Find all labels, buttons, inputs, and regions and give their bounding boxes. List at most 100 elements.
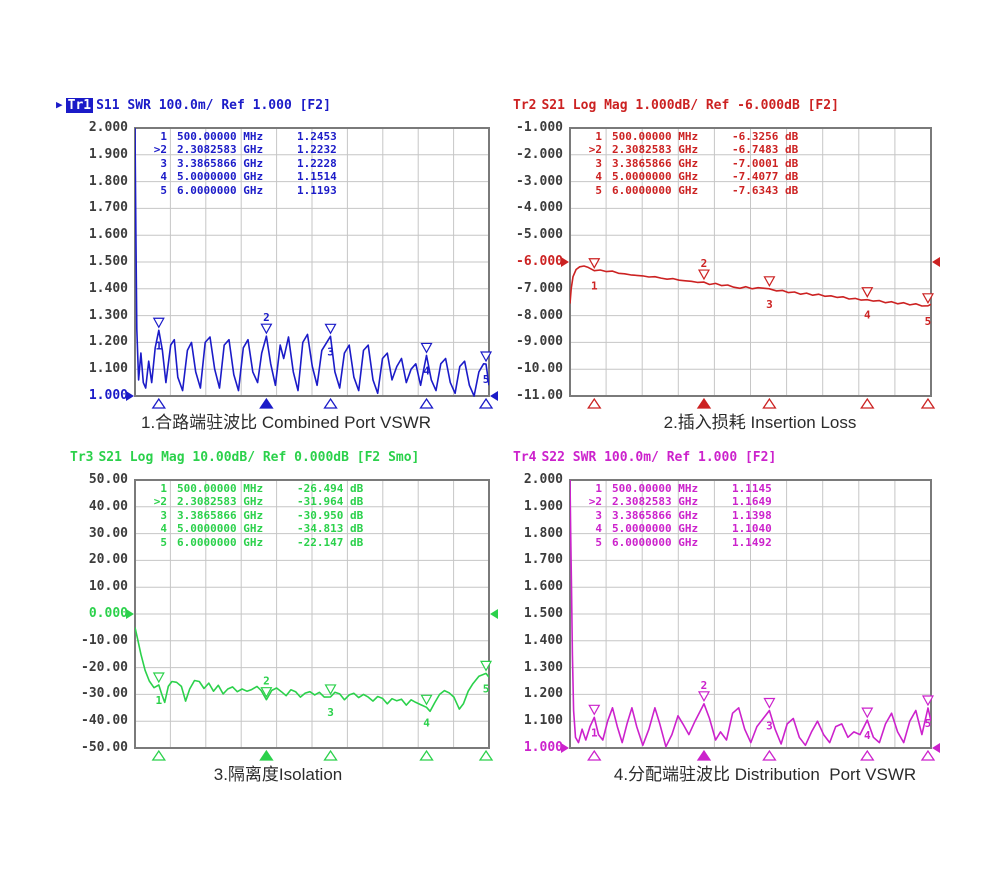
marker-number: 4 [864, 729, 871, 742]
marker-table-row: 1 500.00000 MHz -26.494 dB [141, 482, 363, 495]
marker-table-value: -22.147 dB [297, 535, 364, 549]
trace3-params: S21 Log Mag 10.00dB/ Ref 0.000dB [F2 Smo… [98, 449, 420, 465]
trace2-marker-table: 1 500.00000 MHz -6.3256 dB >2 2.3082583 GHz -… [576, 130, 798, 197]
y-tick-label: 1.100 [88, 361, 128, 377]
trace4-tag: Tr4 [513, 449, 537, 465]
ref-level-right-pointer-icon [490, 609, 498, 619]
marker-table-row: 5 6.0000000 GHz -22.147 dB [141, 536, 363, 549]
trace-line [135, 127, 489, 397]
marker-axis-tick-icon [587, 749, 602, 761]
y-tick-label: 1.800 [523, 525, 563, 541]
marker-axis-tick-icon [587, 397, 602, 409]
marker-table-row: 5 6.0000000 GHz 1.1492 [576, 535, 772, 549]
marker-table-number: >2 [153, 495, 167, 509]
marker-axis-tick-icon [920, 397, 936, 409]
trace-line [135, 627, 489, 713]
marker-symbol-icon [152, 317, 165, 329]
y-tick-label: 1.100 [523, 713, 563, 729]
marker-table-row: 4 5.0000000 GHz -34.813 dB [141, 522, 363, 535]
marker-number: 1 [591, 280, 598, 293]
trace4-marker-table: 1 500.00000 MHz 1.1145 >2 2.3082583 GHz 1.164… [576, 482, 772, 549]
marker-table-row: 1 500.00000 MHz -6.3256 dB [576, 130, 798, 143]
marker-axis-tick-icon [419, 397, 434, 409]
marker-number: 2 [263, 675, 270, 688]
marker-table-row: 4 5.0000000 GHz 1.1514 [141, 170, 336, 183]
trace2-tag: Tr2 [513, 97, 537, 113]
marker-number: 3 [766, 720, 773, 733]
trace-line [570, 265, 931, 307]
marker-table-row: 3 3.3865866 GHz 1.1398 [576, 508, 771, 522]
marker-axis-tick-icon [920, 749, 936, 761]
y-tick-label: 1.000 [523, 740, 563, 755]
y-tick-label: 1.800 [88, 173, 128, 189]
marker-table-frequency: 6.0000000 GHz [612, 535, 699, 549]
trace1-title: ▶ Tr1 S11 SWR 100.0m/ Ref 1.000 [F2] [56, 97, 331, 113]
ref-level-right-pointer-icon [932, 743, 940, 753]
marker-number: 2 [701, 257, 708, 270]
y-tick-label: -40.00 [81, 713, 128, 729]
marker-table-value: 1.1040 [732, 522, 772, 536]
marker-table-value: -6.3256 dB [732, 130, 799, 143]
marker-symbol-icon [588, 258, 601, 269]
marker-table-number: >2 [153, 143, 167, 157]
marker-table-row: >2 2.3082583 GHz 1.2232 [141, 143, 337, 156]
marker-number: 5 [483, 373, 490, 386]
marker-table-value: -7.4077 dB [732, 170, 799, 184]
marker-table-frequency: 500.00000 MHz [177, 482, 264, 495]
marker-table-value: -31.964 dB [297, 495, 364, 509]
marker-table-number: 1 [595, 482, 602, 495]
marker-table-frequency: 3.3865866 GHz [177, 508, 264, 522]
marker-axis-tick-icon [323, 749, 338, 761]
trace2-params: S21 Log Mag 1.000dB/ Ref -6.000dB [F2] [541, 97, 839, 113]
trace4-params: S22 SWR 100.0m/ Ref 1.000 [F2] [541, 449, 777, 465]
plot-frame [569, 127, 932, 397]
marker-symbol-icon [480, 351, 493, 363]
trace1-marker-table: 1 500.00000 MHz 1.2453 >2 2.3082583 GHz 1.223… [141, 130, 337, 197]
marker-axis-tick-icon [478, 749, 494, 761]
marker-number: 3 [327, 706, 334, 719]
marker-number: 3 [327, 345, 334, 358]
marker-axis-tick-icon [762, 397, 777, 409]
marker-table-value: 1.1492 [732, 535, 772, 549]
marker-table-row: 3 3.3865866 GHz 1.2228 [141, 157, 336, 170]
marker-table-row: 3 3.3865866 GHz -7.0001 dB [576, 157, 798, 170]
y-tick-label: 1.300 [88, 307, 128, 323]
marker-table-row: 5 6.0000000 GHz 1.1193 [141, 184, 336, 197]
trace-markers: 1 2 3 4 5 [152, 311, 493, 386]
trace-markers: 1 2 3 4 5 [588, 257, 934, 328]
marker-table-frequency: 2.3082583 GHz [177, 495, 264, 509]
trace3-tag: Tr3 [70, 449, 94, 465]
y-tick-label: 1.900 [523, 498, 563, 514]
plot-frame [134, 479, 490, 749]
marker-number: 1 [155, 694, 162, 707]
y-tick-label: -10.00 [81, 632, 128, 648]
marker-number: 1 [155, 339, 162, 352]
marker-number: 4 [423, 716, 430, 729]
active-marker-axis-tick-icon [259, 397, 274, 409]
marker-table-number: 5 [595, 183, 602, 197]
marker-axis-tick-icon [323, 397, 338, 409]
marker-table-frequency: 500.00000 MHz [177, 130, 264, 143]
axis-marker-ticks [587, 397, 936, 409]
y-tick-label: 1.500 [88, 254, 128, 269]
y-tick-label: -8.000 [516, 307, 563, 323]
marker-table-row: 4 5.0000000 GHz 1.1040 [576, 522, 772, 536]
marker-table-number: 3 [595, 508, 602, 522]
ref-level-left-pointer-icon [561, 257, 569, 267]
trace-markers: 1 2 3 4 5 [152, 660, 493, 729]
marker-number: 5 [925, 315, 932, 328]
trace1-params: S11 SWR 100.0m/ Ref 1.000 [F2] [96, 97, 331, 113]
marker-symbol-icon [420, 342, 433, 354]
y-tick-label: -7.000 [516, 280, 563, 296]
marker-table-value: -7.6343 dB [732, 183, 799, 197]
marker-number: 1 [591, 726, 598, 739]
y-tick-label: 40.00 [88, 498, 128, 514]
reference-level-pointers [126, 609, 498, 619]
marker-table-frequency: 2.3082583 GHz [612, 143, 699, 157]
marker-table-row: 4 5.0000000 GHz -7.4077 dB [576, 170, 798, 183]
marker-symbol-icon [921, 695, 934, 707]
marker-table-row: >2 2.3082583 GHz -31.964 dB [141, 495, 363, 508]
marker-symbol-icon [861, 287, 874, 298]
marker-table-frequency: 2.3082583 GHz [612, 495, 699, 509]
y-tick-label: 1.700 [88, 200, 128, 216]
